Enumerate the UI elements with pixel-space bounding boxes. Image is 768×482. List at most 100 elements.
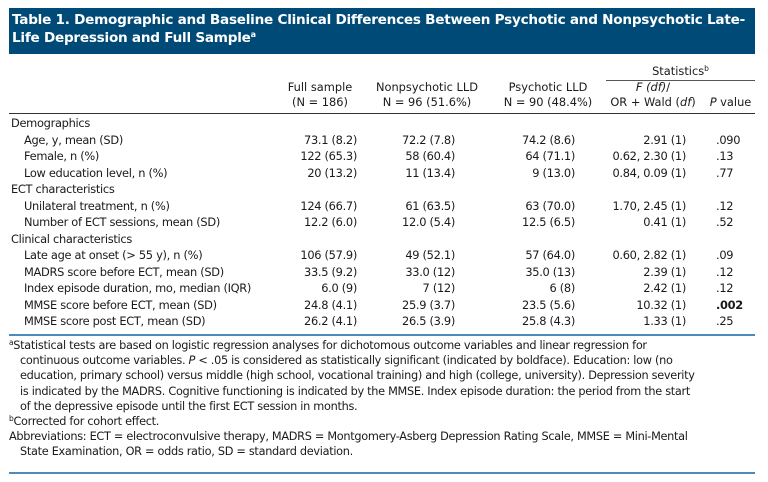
cell-nonpsychotic: 12.0 (5.4)	[402, 215, 455, 229]
cell-statistic: 0.41 (1)	[643, 215, 686, 229]
p-value-suffix: value	[716, 95, 752, 109]
cell-statistic: 0.60, 2.82 (1)	[612, 248, 686, 262]
footnote-a: aStatistical tests are based on logistic…	[9, 338, 755, 414]
cell-psychotic: 9 (13.0)	[532, 165, 575, 180]
footnote-b-text: Corrected for cohort effect.	[13, 415, 160, 429]
f-df-label: F (df)	[635, 80, 667, 94]
cell-nonpsychotic: 49 (52.1)	[405, 248, 455, 262]
cell-nonpsychotic: 72.2 (7.8)	[402, 132, 455, 147]
cell-psychotic: 23.5 (5.6)	[522, 297, 575, 312]
section-label: Demographics	[11, 116, 90, 130]
cell-psychotic: 57 (64.0)	[525, 248, 575, 262]
cell-p-value: .12	[716, 198, 734, 213]
row-label: Number of ECT sessions, mean (SD)	[24, 215, 220, 229]
footnote-abbreviations: Abbreviations: ECT = electroconvulsive t…	[9, 429, 755, 459]
statistics-footnote-mark: b	[704, 64, 709, 73]
section-header: Demographics	[9, 115, 755, 132]
cell-full-sample: 6.0 (9)	[321, 281, 357, 295]
col-header-statistic: F (df)/ OR + Wald (df)	[600, 80, 706, 110]
row-label: Low education level, n (%)	[24, 165, 168, 180]
table-row: Age, y, mean (SD) 73.1 (8.2) 72.2 (7.8) 74.…	[9, 132, 755, 149]
col-header-full-sample: Full sample (N = 186)	[280, 80, 360, 110]
statistics-group-header: Statisticsb	[606, 64, 755, 79]
f-df-suffix: /	[666, 80, 671, 94]
header-rule	[9, 113, 755, 114]
table-row: Number of ECT sessions, mean (SD) 12.2 (6…	[9, 214, 755, 231]
cell-statistic: 0.62, 2.30 (1)	[612, 149, 686, 163]
footnotes: aStatistical tests are based on logistic…	[9, 338, 755, 460]
col-header-statistic-line2: OR + Wald (df)	[600, 95, 706, 110]
cell-nonpsychotic: 61 (63.5)	[405, 198, 455, 213]
row-label: Index episode duration, mo, median (IQR)	[24, 281, 252, 295]
abbreviations-line1: Abbreviations: ECT = electroconvulsive t…	[9, 430, 688, 444]
col-header-nonpsychotic-line2: N = 96 (51.6%)	[382, 95, 472, 109]
footnote-a-line4: is indicated by the MADRS. Cognitive fun…	[20, 384, 691, 398]
table-row: Unilateral treatment, n (%) 124 (66.7) 61 …	[9, 198, 755, 215]
row-label: MADRS score before ECT, mean (SD)	[24, 264, 224, 279]
table-row: Low education level, n (%) 20 (13.2) 11 (1…	[9, 165, 755, 182]
cell-p-value: .002	[716, 297, 743, 312]
col-header-psychotic-line2: N = 90 (48.4%)	[503, 95, 593, 109]
title-line-1: Table 1. Demographic and Baseline Clinic…	[12, 12, 745, 28]
cell-statistic: 0.84, 0.09 (1)	[612, 165, 686, 180]
section-header: Clinical characteristics	[9, 231, 755, 248]
cell-full-sample: 73.1 (8.2)	[304, 132, 357, 147]
title-line-2: Life Depression and Full Samplea	[12, 29, 755, 47]
section-label: ECT characteristics	[11, 182, 115, 196]
row-label: Age, y, mean (SD)	[24, 132, 123, 147]
abbreviations-line2: State Examination, OR = odds ratio, SD =…	[20, 445, 353, 459]
col-header-statistic-line1: F (df)/	[600, 80, 706, 95]
footnote-a-mark: a	[9, 338, 14, 347]
table-row: MMSE score post ECT, mean (SD) 26.2 (4.1)…	[9, 313, 755, 330]
cell-p-value: .09	[716, 248, 734, 262]
footnote-a-line2-post: < .05 is considered as statistically sig…	[195, 354, 673, 368]
row-label: MMSE score post ECT, mean (SD)	[24, 314, 206, 328]
col-header-p-value: P value	[706, 95, 755, 110]
cell-full-sample: 20 (13.2)	[307, 165, 357, 180]
footnote-a-line3: education, primary school) versus middle…	[20, 369, 695, 383]
cell-nonpsychotic: 26.5 (3.9)	[402, 314, 455, 328]
statistics-label: Statistics	[652, 64, 705, 78]
col-header-full-sample-line1: Full sample	[287, 80, 353, 94]
cell-nonpsychotic: 7 (12)	[422, 281, 456, 295]
cell-statistic: 2.39 (1)	[643, 264, 686, 279]
footnote-b-mark: b	[9, 414, 14, 424]
col-header-psychotic-line1: Psychotic LLD	[508, 80, 588, 94]
cell-nonpsychotic: 11 (13.4)	[405, 165, 455, 180]
cell-statistic: 1.33 (1)	[643, 314, 686, 328]
col-header-full-sample-line2: (N = 186)	[292, 95, 348, 109]
table-row: Late age at onset (> 55 y), n (%) 106 (57…	[9, 247, 755, 264]
cell-psychotic: 74.2 (8.6)	[522, 132, 575, 147]
cell-nonpsychotic: 33.0 (12)	[405, 264, 455, 279]
cell-p-value: .12	[716, 281, 734, 295]
cell-psychotic: 6 (8)	[549, 281, 575, 295]
footnote-a-line2-pre: continuous outcome variables.	[20, 354, 189, 368]
row-label: Late age at onset (> 55 y), n (%)	[24, 248, 203, 262]
cell-p-value: .12	[716, 264, 734, 279]
cell-psychotic: 25.8 (4.3)	[522, 314, 575, 328]
cell-nonpsychotic: 58 (60.4)	[405, 149, 455, 163]
row-label: Unilateral treatment, n (%)	[24, 198, 170, 213]
table-row: MADRS score before ECT, mean (SD) 33.5 (9…	[9, 264, 755, 281]
col-header-nonpsychotic-line1: Nonpsychotic LLD	[375, 80, 479, 94]
cell-full-sample: 106 (57.9)	[300, 248, 357, 262]
footnote-a-p: P	[188, 354, 196, 368]
cell-p-value: .77	[716, 165, 734, 180]
cell-full-sample: 24.8 (4.1)	[304, 297, 357, 312]
cell-p-value: .52	[716, 215, 734, 229]
cell-psychotic: 35.0 (13)	[525, 264, 575, 279]
table-row: MMSE score before ECT, mean (SD) 24.8 (4.…	[9, 297, 755, 314]
p-label: P	[709, 95, 717, 109]
cell-statistic: 10.32 (1)	[636, 297, 686, 312]
table-body-bottom-rule	[9, 334, 755, 336]
or-wald-suffix: )	[691, 95, 696, 109]
cell-full-sample: 33.5 (9.2)	[304, 264, 357, 279]
table-title: Table 1. Demographic and Baseline Clinic…	[9, 8, 755, 54]
cell-full-sample: 122 (65.3)	[300, 149, 357, 163]
row-label: Female, n (%)	[24, 149, 100, 163]
cell-nonpsychotic: 25.9 (3.7)	[402, 297, 455, 312]
col-header-psychotic: Psychotic LLD N = 90 (48.4%)	[500, 80, 596, 110]
cell-p-value: .13	[716, 149, 734, 163]
footnote-a-line5: of the depressive episode until the firs…	[20, 399, 358, 413]
cell-p-value: .090	[716, 132, 741, 147]
